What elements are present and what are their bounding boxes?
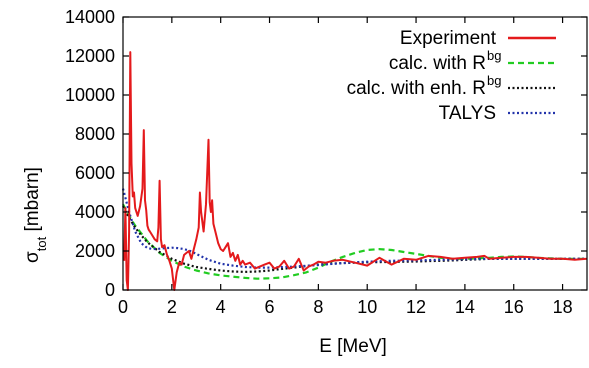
y-tick-label: 12000 <box>65 46 115 66</box>
y-tick-label: 10000 <box>65 85 115 105</box>
x-tick-label: 12 <box>406 297 426 317</box>
y-axis-title-symbol: σ <box>22 251 43 263</box>
legend-superscript-calc-rbg: bg <box>487 48 501 63</box>
y-tick-label: 6000 <box>75 163 115 183</box>
x-tick-label: 4 <box>216 297 226 317</box>
legend-label-talys: TALYS <box>439 103 496 124</box>
x-tick-label: 14 <box>455 297 475 317</box>
x-tick-label: 18 <box>553 297 573 317</box>
x-tick-label: 6 <box>265 297 275 317</box>
legend-superscript-calc-enh-rbg: bg <box>487 73 501 88</box>
y-tick-label: 8000 <box>75 124 115 144</box>
plot-frame <box>122 16 588 291</box>
x-tick-label: 16 <box>504 297 524 317</box>
ticks-layer: 0 2 4 6 8 10 12 14 16 18 0 2000 4000 6000 8000 10000 120… <box>65 7 587 317</box>
y-tick-label: 14000 <box>65 7 115 27</box>
legend-entry-calc-rbg: calc. with R bg <box>389 48 556 74</box>
series-layer <box>121 51 588 291</box>
x-tick-label: 10 <box>357 297 377 317</box>
y-tick-label: 2000 <box>75 241 115 261</box>
series-line-calc-with-r-bg <box>122 203 587 280</box>
y-axis-title-unit: [mbarn] <box>22 167 43 237</box>
legend-entry-experiment: Experiment <box>400 28 556 49</box>
series-line-experiment <box>123 51 588 291</box>
legend-label-calc-enh-rbg: calc. with enh. R <box>347 78 486 99</box>
x-tick-label: 0 <box>118 297 128 317</box>
y-tick-label: 0 <box>105 280 115 300</box>
legend-entry-talys: TALYS <box>439 103 556 124</box>
legend-label-calc-rbg: calc. with R <box>389 53 486 74</box>
y-axis-title-subscript: tot <box>34 236 49 251</box>
legend-entry-calc-enh-rbg: calc. with enh. R bg <box>347 73 556 99</box>
x-axis-title: E [MeV] <box>319 336 387 357</box>
legend-label-experiment: Experiment <box>400 28 497 49</box>
x-tick-label: 2 <box>167 297 177 317</box>
y-axis-title: σtot [mbarn] <box>22 167 49 263</box>
y-tick-label: 4000 <box>75 202 115 222</box>
x-tick-label: 8 <box>313 297 323 317</box>
legend: Experiment calc. with R bg calc. with en… <box>347 28 556 124</box>
